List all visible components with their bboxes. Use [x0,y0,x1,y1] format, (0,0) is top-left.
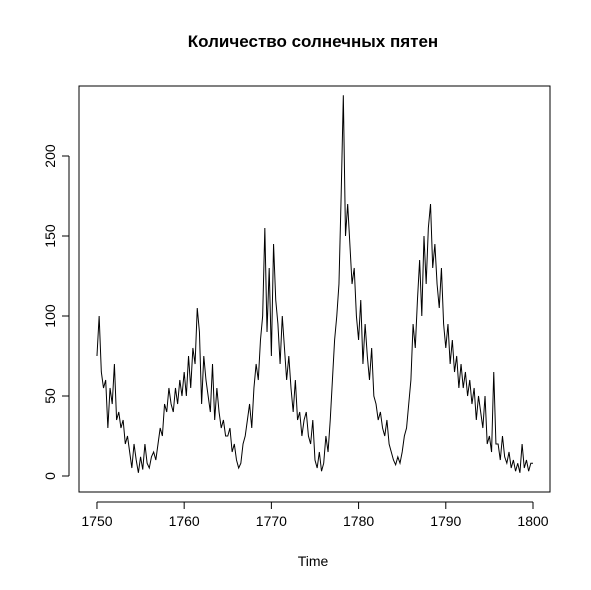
y-tick-label: 100 [42,304,58,328]
y-tick-label: 200 [42,144,58,168]
chart-title: Количество солнечных пятен [188,32,438,51]
x-tick-label: 1770 [256,513,287,529]
x-tick-label: 1800 [517,513,548,529]
x-tick-label: 1780 [343,513,374,529]
y-tick-label: 150 [42,224,58,248]
x-tick-label: 1760 [169,513,200,529]
x-tick-label: 1790 [430,513,461,529]
plot-box [78,85,551,493]
y-tick-label: 0 [42,472,58,480]
x-axis-label: Time [298,553,329,569]
data-line [96,95,533,473]
x-tick-label: 1750 [81,513,112,529]
y-tick-label: 50 [42,388,58,404]
